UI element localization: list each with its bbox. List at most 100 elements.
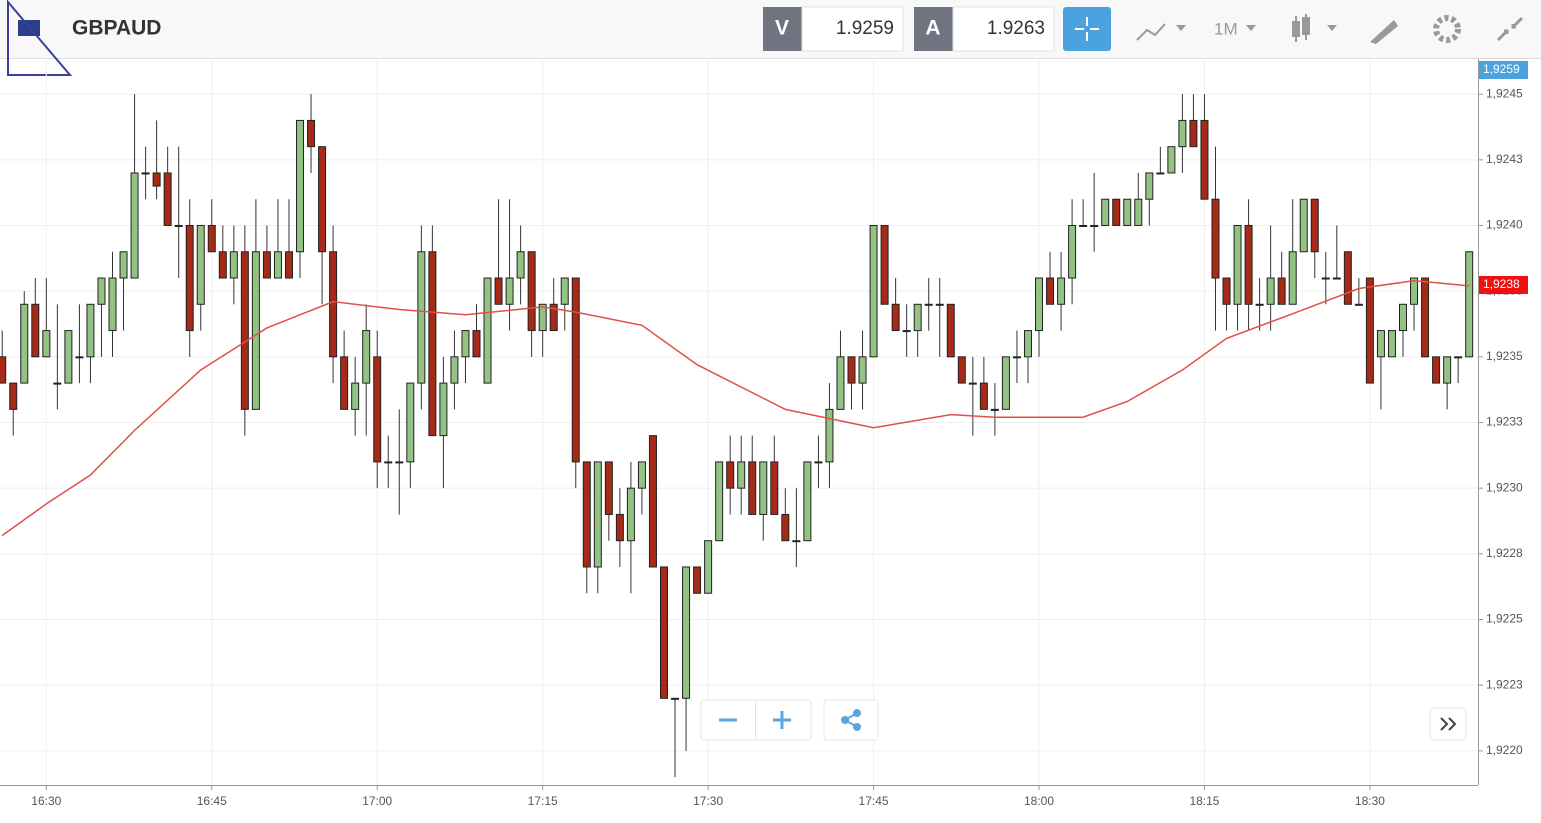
scroll-right[interactable]	[1440, 717, 1457, 731]
share-dot	[841, 716, 849, 724]
candle-body	[935, 303, 944, 306]
y-tick-label: 1,9240	[1486, 218, 1523, 232]
candle-body	[42, 330, 51, 358]
candle-body	[207, 224, 216, 253]
candle-body	[229, 251, 238, 279]
candle-body	[836, 356, 845, 410]
candle-body	[1023, 330, 1032, 358]
candle-body	[262, 251, 271, 279]
candle-body	[163, 172, 172, 226]
candle-body	[1244, 224, 1253, 305]
candle-body	[472, 330, 481, 358]
candles-icon[interactable]	[1292, 14, 1310, 42]
candle-body	[64, 330, 73, 384]
candle-body	[1112, 198, 1121, 226]
candle-body	[218, 251, 227, 279]
candle-body	[9, 382, 18, 410]
candle-body	[1068, 224, 1077, 279]
candle-body	[891, 303, 900, 332]
candle-body	[251, 251, 260, 410]
candle-body	[174, 224, 183, 227]
candle-body	[880, 224, 889, 305]
candle-body	[715, 461, 724, 542]
candle-body	[781, 513, 790, 542]
candle-body	[979, 382, 988, 410]
zoom-in[interactable]	[773, 711, 791, 729]
buy-price-box	[952, 6, 1055, 52]
candle-body	[682, 566, 691, 699]
draw-icon[interactable]	[1370, 20, 1398, 44]
candle-body	[1046, 277, 1055, 305]
candle-body	[847, 356, 856, 384]
crosshair-button[interactable]	[1063, 7, 1111, 51]
candle-body	[1090, 224, 1099, 227]
candle-body	[737, 461, 746, 489]
price-tag-box	[1478, 276, 1528, 294]
corner-marker	[7, 0, 73, 76]
candle-body	[1321, 277, 1330, 280]
candle-body	[373, 356, 382, 463]
candle-body	[571, 277, 580, 463]
sell-button[interactable]	[763, 7, 802, 51]
candle-body	[1233, 224, 1242, 305]
candle-body	[1079, 224, 1088, 227]
zoom-controls	[700, 699, 1467, 741]
sell-price-box	[801, 6, 904, 52]
candle-body	[384, 461, 393, 464]
candle-body	[902, 330, 911, 333]
x-tick-label: 17:00	[362, 794, 392, 808]
x-tick-label: 18:30	[1355, 794, 1385, 808]
candle-body	[582, 461, 591, 568]
candle-body	[1035, 277, 1044, 332]
candle-body	[516, 251, 525, 279]
candle-body	[913, 303, 922, 332]
collapse-icon[interactable]	[1496, 16, 1524, 42]
timeframe[interactable]: 1M	[1214, 19, 1238, 38]
candle-body	[428, 251, 437, 437]
candle-body	[704, 540, 713, 594]
candle-body	[318, 146, 327, 253]
candle-body	[483, 277, 492, 384]
candle-body	[185, 224, 194, 332]
candle-body	[152, 172, 161, 187]
candle-body	[108, 277, 117, 332]
candle-body	[329, 251, 338, 358]
y-tick-label: 1,9245	[1486, 86, 1523, 100]
candle-body	[538, 303, 547, 332]
candle-body	[693, 566, 702, 594]
candle-body	[1156, 172, 1165, 175]
crosshair-icon	[1075, 17, 1099, 41]
candle-body	[494, 277, 503, 305]
candle-body	[362, 330, 371, 384]
candle-body	[560, 277, 569, 305]
candle-body	[770, 461, 779, 515]
candle-body	[748, 461, 757, 515]
x-tick-label: 18:15	[1189, 794, 1219, 808]
candle-body	[1310, 198, 1319, 253]
price-tag-box	[1478, 61, 1528, 79]
candle-body	[417, 251, 426, 384]
y-tick-label: 1,9228	[1486, 546, 1523, 560]
candle-body	[1001, 356, 1010, 410]
candle-body	[450, 356, 459, 384]
candle-body	[1057, 277, 1066, 305]
buy-button[interactable]	[914, 7, 953, 51]
settings-icon[interactable]	[1433, 15, 1461, 43]
x-tick-label: 17:30	[693, 794, 723, 808]
candle-body	[1343, 251, 1352, 305]
candle-body	[1332, 277, 1341, 280]
chart-type-icon[interactable]	[1136, 23, 1166, 41]
candle-body	[240, 251, 249, 410]
symbol: GBPAUD	[72, 17, 161, 40]
candle-body	[1421, 277, 1430, 358]
candle-body	[20, 303, 29, 384]
candle-body	[284, 251, 293, 279]
candle-body	[1211, 198, 1220, 279]
candle-body	[648, 435, 657, 568]
candle-body	[1432, 356, 1441, 384]
candle-body	[726, 461, 735, 489]
buy-price: 1.9263	[987, 18, 1045, 39]
candle-body	[604, 461, 613, 515]
y-tick-label: 1,9230	[1486, 480, 1523, 494]
